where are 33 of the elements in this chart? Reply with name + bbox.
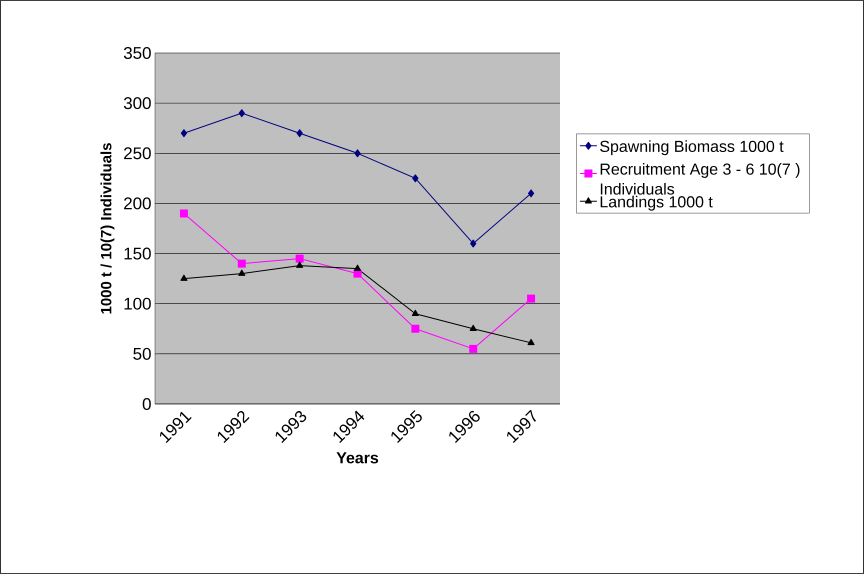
point (412, 174, 418, 182)
y-axis-title: 1000 t / 10(7) Individuals (100, 143, 114, 314)
point (469, 344, 478, 353)
point (296, 254, 304, 263)
point (527, 294, 536, 303)
point (238, 109, 245, 118)
point (238, 260, 246, 268)
y-tick-label: 50 (133, 348, 151, 360)
x-axis-title: Years (336, 452, 378, 464)
y-tick-label: 300 (124, 97, 151, 110)
point (180, 129, 188, 138)
point (296, 129, 303, 138)
point (296, 262, 304, 268)
point (238, 270, 246, 276)
legend-label: Spawning Biomass 1000 t (600, 140, 784, 156)
point (470, 324, 477, 332)
y-tick-label: 200 (124, 197, 151, 210)
point (180, 209, 188, 218)
point (412, 310, 419, 316)
point (528, 189, 534, 198)
point (354, 149, 361, 158)
y-tick-label: 0 (142, 398, 151, 410)
legend-label: Recruitment Age 3 - 6 10(7 ) Individuals (600, 163, 800, 195)
y-tick-label: 100 (124, 298, 151, 310)
y-tick-label: 250 (124, 147, 151, 160)
point (354, 264, 362, 271)
point (411, 324, 420, 333)
point (180, 274, 188, 281)
y-tick-label: 350 (124, 46, 151, 59)
legend-label: Landings 1000 t (600, 196, 713, 211)
y-tick-label: 150 (124, 248, 151, 260)
point (528, 338, 535, 346)
point (470, 240, 476, 248)
